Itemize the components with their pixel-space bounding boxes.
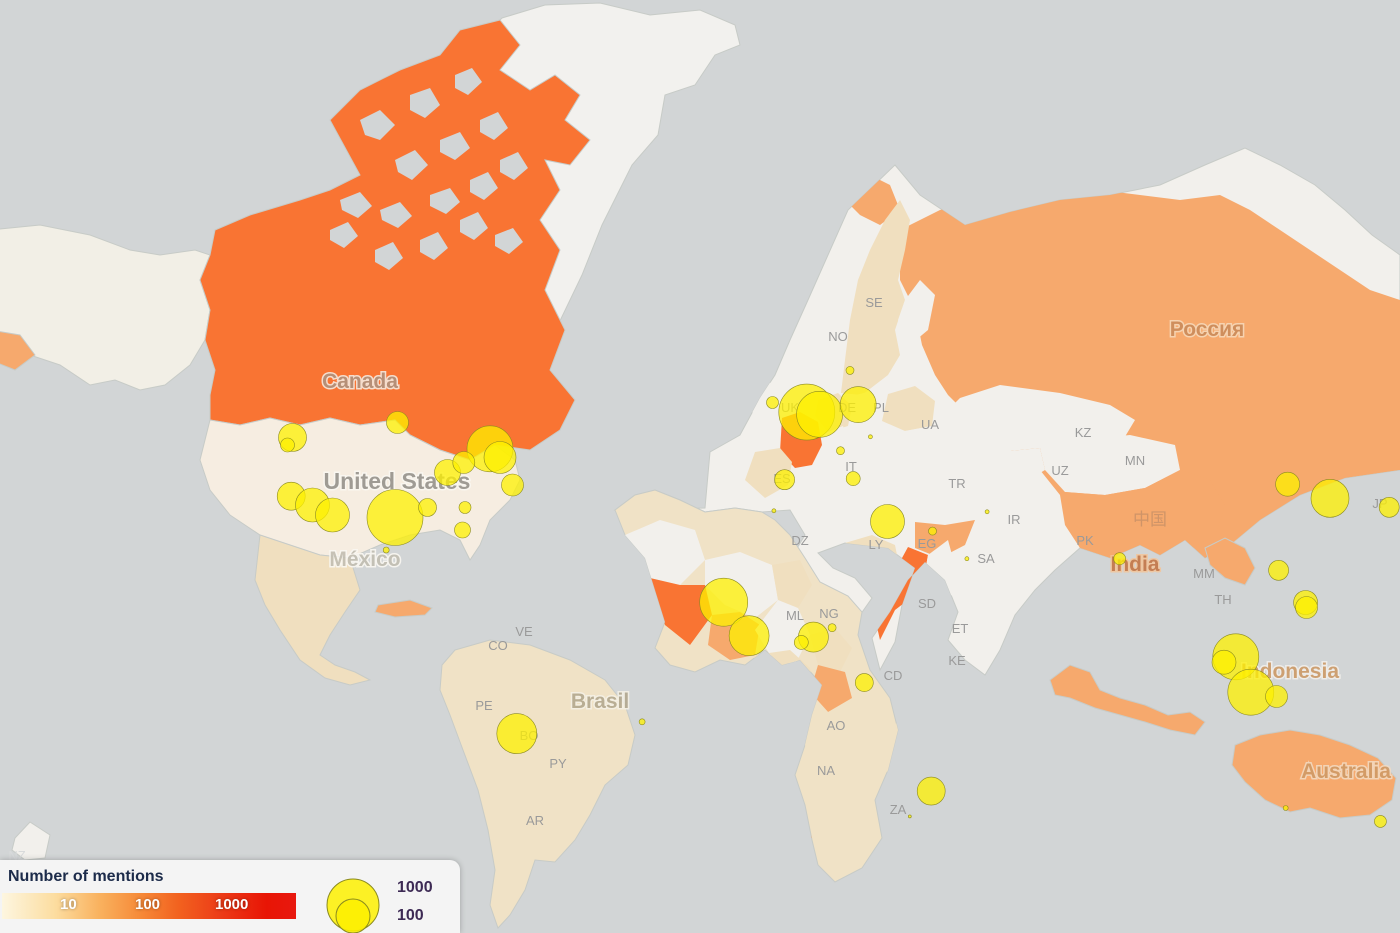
svg-text:MM: MM [1193,566,1215,581]
svg-text:UZ: UZ [1051,463,1068,478]
svg-text:Australia: Australia [1301,760,1391,783]
svg-text:PK: PK [1076,533,1094,548]
svg-text:NO: NO [828,329,848,344]
svg-text:VE: VE [515,624,533,639]
svg-text:MN: MN [1125,453,1145,468]
svg-text:ZA: ZA [890,802,907,817]
svg-text:CO: CO [488,638,508,653]
svg-text:Россия: Россия [1170,318,1245,341]
svg-text:LY: LY [869,537,884,552]
svg-text:Canada: Canada [322,370,398,393]
svg-text:NA: NA [817,763,835,778]
svg-text:IR: IR [1008,512,1021,527]
svg-text:ET: ET [952,621,969,636]
svg-text:México: México [329,548,400,571]
svg-text:AO: AO [827,718,846,733]
svg-text:NG: NG [819,606,839,621]
svg-text:DZ: DZ [791,533,808,548]
svg-text:CD: CD [884,668,903,683]
svg-text:中国: 中国 [1133,510,1167,529]
svg-text:EG: EG [918,536,937,551]
svg-text:TH: TH [1214,592,1231,607]
svg-text:KE: KE [948,653,966,668]
svg-text:SE: SE [865,295,883,310]
svg-text:PY: PY [549,756,567,771]
svg-text:ML: ML [786,608,804,623]
svg-text:SD: SD [918,596,936,611]
svg-text:UA: UA [921,417,939,432]
svg-text:PE: PE [475,698,493,713]
svg-text:SA: SA [977,551,995,566]
svg-text:TR: TR [948,476,965,491]
svg-text:AR: AR [526,813,544,828]
svg-text:Brasil: Brasil [571,690,629,713]
svg-text:KZ: KZ [1075,425,1092,440]
